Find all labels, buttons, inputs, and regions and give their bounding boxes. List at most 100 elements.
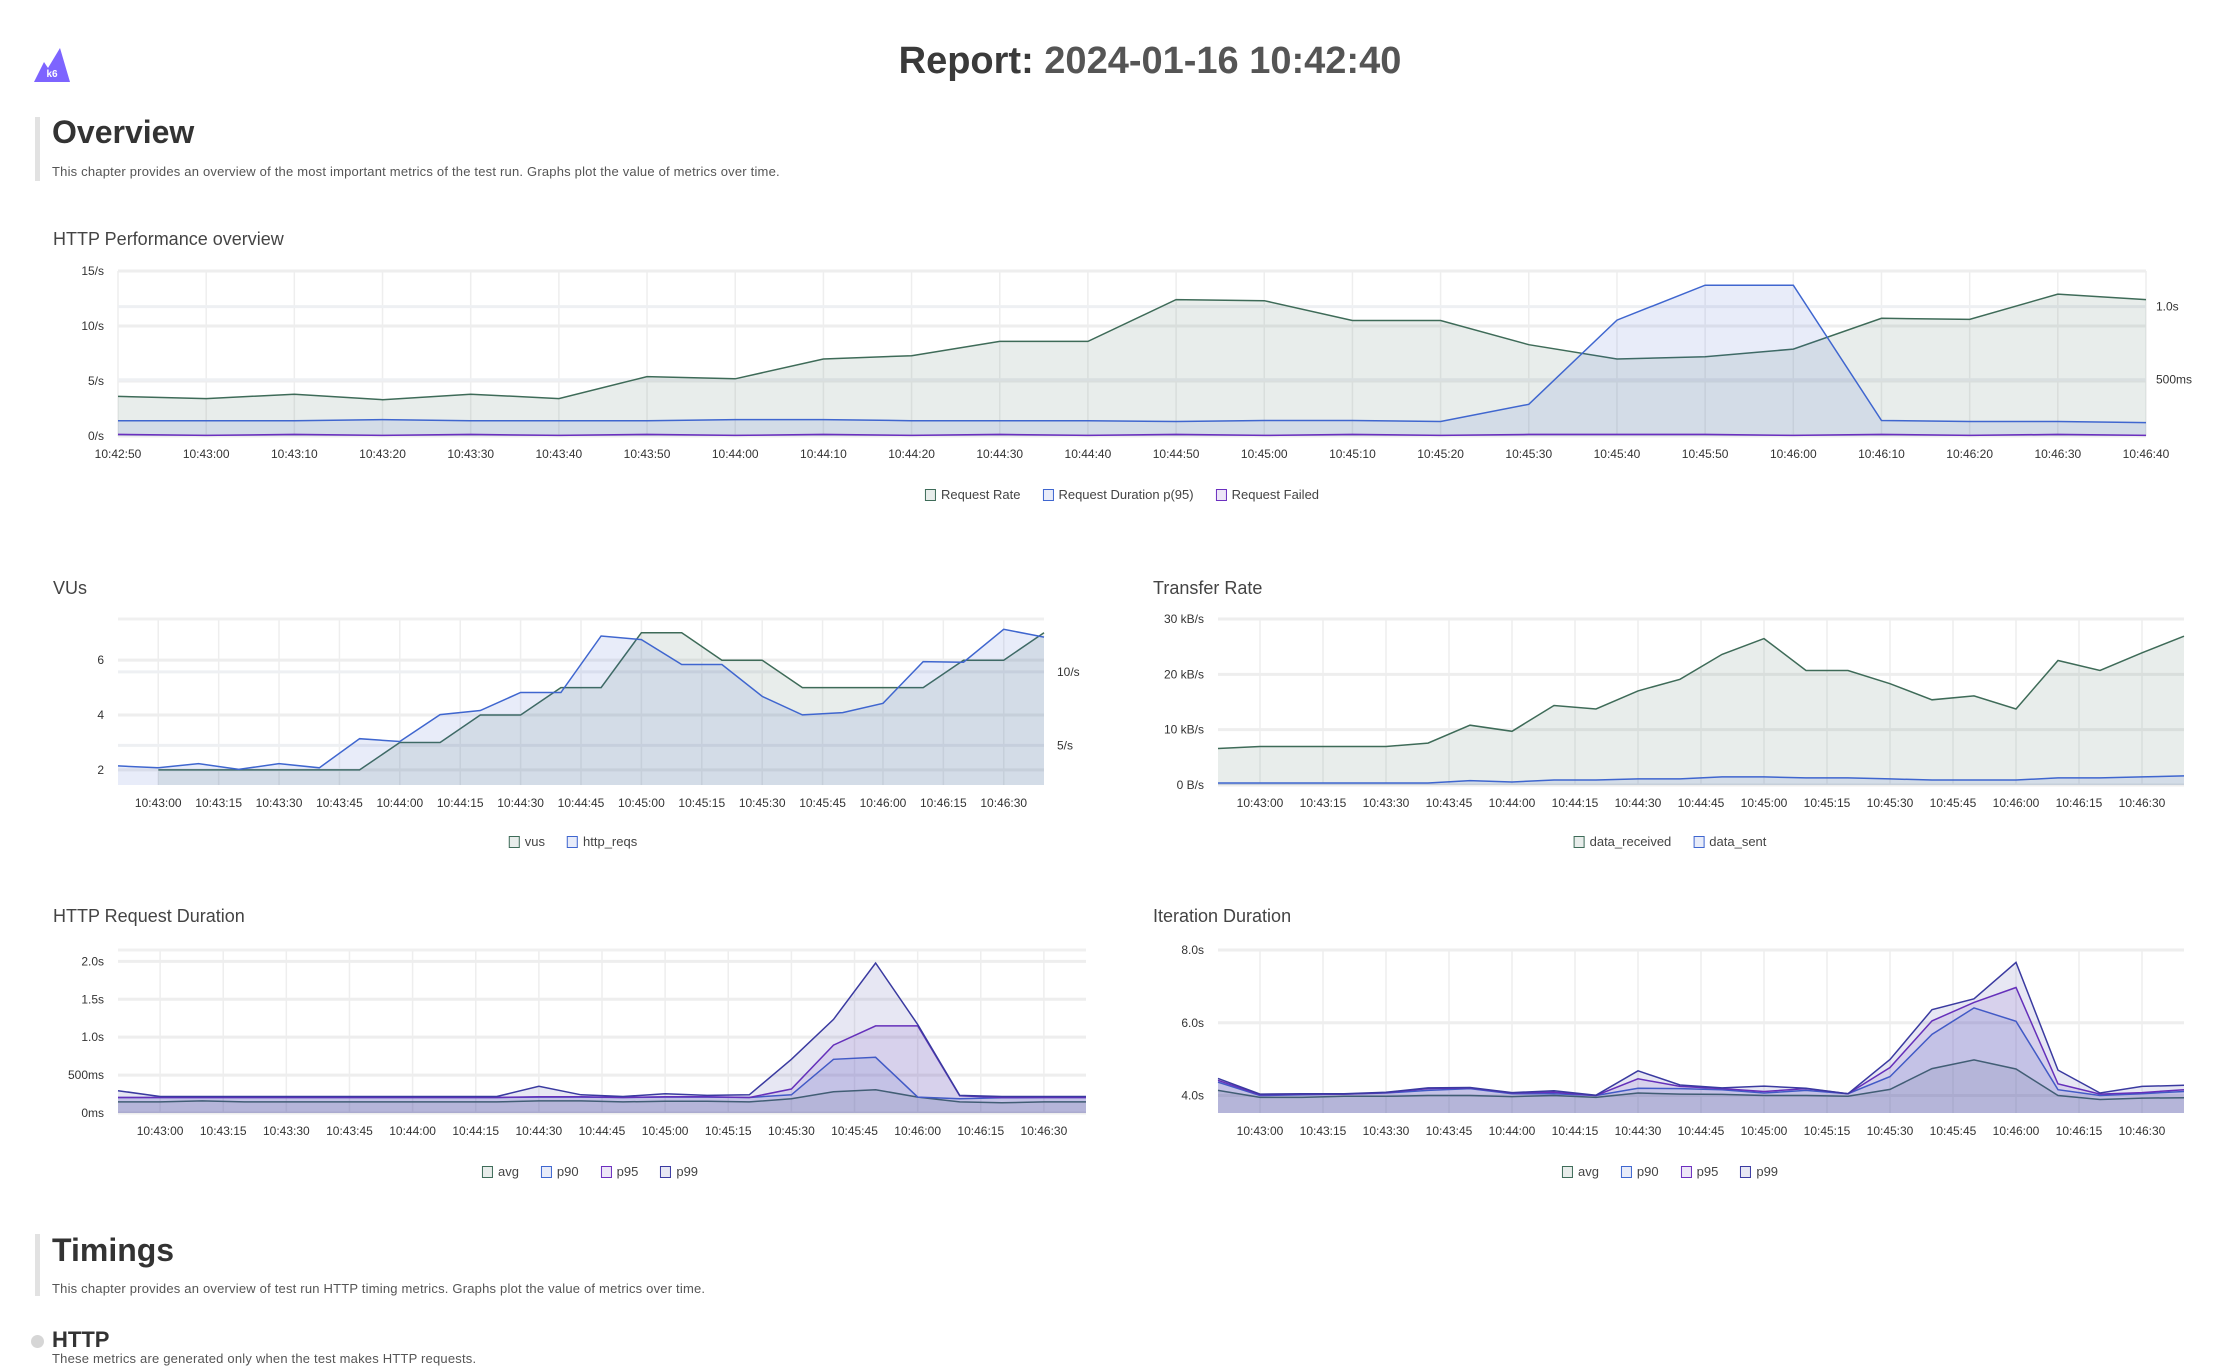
- x-tick-label: 10:45:15: [1804, 1124, 1851, 1138]
- x-tick-label: 10:46:00: [1993, 796, 2040, 810]
- y-tick-label: 15/s: [81, 264, 104, 278]
- legend-label: Request Rate: [940, 487, 1021, 502]
- legend-item[interactable]: p99: [660, 1164, 698, 1179]
- series-area-request-duration-p-95: [118, 285, 2146, 436]
- overview-description: This chapter provides an overview of the…: [52, 164, 780, 179]
- x-tick-label: 10:45:30: [1505, 447, 1552, 461]
- x-tick-label: 10:44:00: [1489, 796, 1536, 810]
- series-line-avg: [1217, 1059, 2185, 1101]
- x-tick-label: 10:43:00: [183, 447, 230, 461]
- legend-label: p90: [556, 1164, 579, 1179]
- x-tick-label: 10:44:50: [1153, 447, 1200, 461]
- timings-description: This chapter provides an overview of tes…: [52, 1281, 706, 1296]
- x-tick-label: 10:43:45: [316, 796, 363, 810]
- chart-http-performance: 10:42:50 10:43:00 10:43:10 10:43:20 10:43:30…: [81, 264, 2192, 461]
- legend-swatch-icon: [508, 835, 520, 848]
- x-tick-label: 10:44:15: [452, 1124, 499, 1138]
- y-tick-label: 2.0s: [81, 954, 104, 968]
- legend-item[interactable]: p99: [1740, 1164, 1778, 1179]
- y-tick-label: 10/s: [81, 319, 104, 333]
- x-tick-label: 10:43:50: [624, 447, 671, 461]
- legend-iteration-duration: avg p90 p95 p99: [1561, 1164, 1778, 1179]
- legend-swatch-icon: [1215, 488, 1227, 501]
- legend-item[interactable]: http_reqs: [567, 834, 637, 849]
- x-tick-label: 10:44:00: [376, 796, 423, 810]
- legend-item[interactable]: Request Duration p(95): [1042, 487, 1194, 502]
- x-tick-label: 10:45:00: [642, 1124, 689, 1138]
- y-tick-label: 8.0s: [1181, 943, 1204, 957]
- x-tick-label: 10:43:45: [1426, 796, 1473, 810]
- x-tick-label: 10:44:30: [1615, 796, 1662, 810]
- x-tick-label: 10:44:30: [1615, 1124, 1662, 1138]
- x-tick-label: 10:45:00: [1741, 1124, 1788, 1138]
- chart-title-transfer-rate: Transfer Rate: [1153, 578, 1263, 598]
- chapter-bar: [35, 117, 40, 181]
- x-tick-label: 10:46:30: [980, 796, 1027, 810]
- y-right-tick-label: 5/s: [1057, 738, 1073, 752]
- x-tick-label: 10:43:40: [536, 447, 583, 461]
- y-tick-label: 4: [97, 708, 104, 722]
- series-area-p99: [1218, 962, 2184, 1113]
- legend-item[interactable]: p95: [1680, 1164, 1718, 1179]
- series-area-p95: [1218, 987, 2184, 1113]
- y-tick-label: 5/s: [88, 374, 104, 388]
- legend-label: avg: [497, 1164, 519, 1179]
- series-area-data-received: [1218, 636, 2184, 785]
- series-area-vus: [158, 632, 1044, 785]
- x-tick-label: 10:45:10: [1329, 447, 1376, 461]
- x-tick-label: 10:44:45: [558, 796, 605, 810]
- y-right-tick-label: 1.0s: [2156, 300, 2179, 314]
- legend-item[interactable]: data_received: [1573, 834, 1671, 849]
- x-tick-label: 10:45:00: [1241, 447, 1288, 461]
- x-tick-label: 10:45:45: [831, 1124, 878, 1138]
- legend-item[interactable]: data_sent: [1693, 834, 1766, 849]
- series-area-request-rate: [118, 294, 2146, 436]
- x-tick-label: 10:43:15: [195, 796, 242, 810]
- x-tick-label: 10:46:15: [920, 796, 967, 810]
- x-tick-label: 10:45:50: [1682, 447, 1729, 461]
- x-tick-label: 10:43:30: [1363, 796, 1410, 810]
- legend-item[interactable]: vus: [508, 834, 546, 849]
- x-tick-label: 10:44:30: [976, 447, 1023, 461]
- x-tick-label: 10:45:15: [1804, 796, 1851, 810]
- legend-item[interactable]: Request Rate: [924, 487, 1021, 502]
- legend-swatch-icon: [1740, 1165, 1752, 1178]
- series-area-p90: [1218, 1007, 2184, 1113]
- legend-label: p90: [1636, 1164, 1659, 1179]
- x-tick-label: 10:46:15: [2056, 1124, 2103, 1138]
- chart-transfer-rate: 10:43:00 10:43:15 10:43:30 10:43:45 10:44:00…: [1164, 612, 2185, 810]
- http-heading: HTTP: [52, 1327, 110, 1352]
- x-tick-label: 10:43:00: [1237, 796, 1284, 810]
- x-tick-label: 10:43:30: [256, 796, 303, 810]
- x-tick-label: 10:46:00: [860, 796, 907, 810]
- x-tick-label: 10:44:15: [1552, 1124, 1599, 1138]
- legend-item[interactable]: p90: [1620, 1164, 1659, 1179]
- chapter-bar: [35, 1234, 40, 1296]
- chart-title-iteration-duration: Iteration Duration: [1153, 906, 1292, 926]
- x-tick-label: 10:43:15: [1300, 1124, 1347, 1138]
- series-area-p90: [118, 1057, 1086, 1113]
- x-tick-label: 10:46:00: [1993, 1124, 2040, 1138]
- legend-item[interactable]: avg: [1561, 1164, 1599, 1179]
- legend-http-performance: Request Rate Request Duration p(95) Reques…: [924, 487, 1319, 502]
- legend-swatch-icon: [1693, 835, 1705, 848]
- x-tick-label: 10:44:20: [888, 447, 935, 461]
- legend-item[interactable]: p95: [600, 1164, 638, 1179]
- series-line-data-sent: [1218, 775, 2185, 784]
- chart-http-request-duration: 10:43:00 10:43:15 10:43:30 10:43:45 10:44:00…: [68, 948, 1086, 1138]
- legend-item[interactable]: p90: [540, 1164, 579, 1179]
- series-area-avg: [118, 1089, 1086, 1113]
- report-title: Report: 2024-01-16 10:42:40: [0, 40, 2232, 83]
- x-tick-label: 10:43:00: [137, 1124, 184, 1138]
- legend-label: vus: [524, 834, 546, 849]
- x-tick-label: 10:44:45: [1678, 1124, 1725, 1138]
- series-area-p95: [118, 1025, 1086, 1113]
- y-tick-label: 6: [97, 653, 104, 667]
- x-tick-label: 10:46:15: [957, 1124, 1004, 1138]
- x-tick-label: 10:44:45: [579, 1124, 626, 1138]
- legend-item[interactable]: avg: [481, 1164, 519, 1179]
- legend-item[interactable]: Request Failed: [1215, 487, 1319, 502]
- legend-label: p99: [676, 1164, 699, 1179]
- series-line-vus: [158, 631, 1045, 771]
- x-tick-label: 10:46:30: [2119, 1124, 2166, 1138]
